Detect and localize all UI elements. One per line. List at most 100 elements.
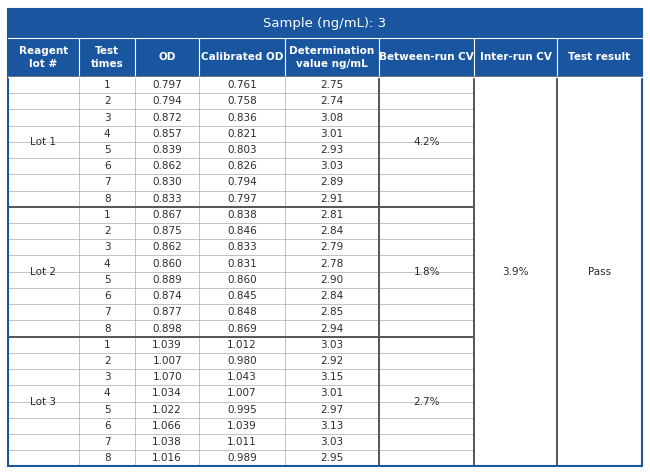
Bar [8, 77, 79, 93]
Bar [379, 401, 474, 418]
Bar [8, 223, 79, 239]
Text: 7: 7 [104, 437, 110, 447]
Bar [474, 207, 557, 223]
Bar [135, 174, 199, 190]
Text: Determination
value ng/mL: Determination value ng/mL [289, 46, 374, 69]
Bar [285, 142, 379, 158]
Text: 0.867: 0.867 [152, 210, 182, 220]
Text: 2: 2 [104, 226, 110, 236]
Text: 1: 1 [104, 210, 110, 220]
Bar [79, 304, 135, 320]
Bar [285, 109, 379, 126]
Bar [8, 401, 79, 418]
Text: 2.91: 2.91 [320, 194, 343, 204]
Bar [379, 223, 474, 239]
Text: 0.838: 0.838 [227, 210, 257, 220]
Bar [285, 38, 379, 77]
Text: 0.846: 0.846 [227, 226, 257, 236]
Bar [557, 369, 642, 385]
Text: 3.03: 3.03 [320, 340, 343, 350]
Bar [199, 385, 285, 401]
Text: 3.13: 3.13 [320, 421, 343, 431]
Bar [135, 223, 199, 239]
Text: 0.833: 0.833 [227, 242, 257, 252]
Text: 0.845: 0.845 [227, 291, 257, 301]
Text: 2.95: 2.95 [320, 453, 343, 463]
Text: 0.826: 0.826 [227, 161, 257, 171]
Bar [557, 93, 642, 109]
Bar [557, 142, 642, 158]
Bar [199, 142, 285, 158]
Bar [199, 337, 285, 353]
Bar [474, 125, 557, 142]
Text: Test
times: Test times [91, 46, 124, 69]
Bar [79, 174, 135, 190]
Bar [199, 38, 285, 77]
Text: 2.84: 2.84 [320, 291, 343, 301]
Bar [557, 77, 642, 466]
Bar [285, 450, 379, 466]
Bar [8, 93, 79, 109]
Bar [8, 320, 79, 337]
Bar [379, 38, 474, 77]
Text: 0.874: 0.874 [152, 291, 182, 301]
Bar [199, 353, 285, 369]
Bar [557, 239, 642, 256]
Bar [79, 38, 135, 77]
Bar [199, 288, 285, 304]
Bar [557, 125, 642, 142]
Text: 1.070: 1.070 [152, 372, 182, 382]
Bar [8, 142, 79, 158]
Bar [557, 337, 642, 353]
Bar [285, 304, 379, 320]
Bar [8, 158, 79, 174]
Bar [474, 256, 557, 272]
Text: 0.872: 0.872 [152, 113, 182, 123]
Bar [79, 288, 135, 304]
Bar [474, 337, 557, 353]
Bar [79, 239, 135, 256]
Bar [79, 93, 135, 109]
Text: 1.016: 1.016 [152, 453, 182, 463]
Bar [379, 369, 474, 385]
Text: 1.034: 1.034 [152, 389, 182, 399]
Bar [135, 142, 199, 158]
Text: 3: 3 [104, 113, 110, 123]
Bar [557, 385, 642, 401]
Bar [557, 190, 642, 207]
Bar [135, 288, 199, 304]
Text: 0.797: 0.797 [227, 194, 257, 204]
Text: 3.9%: 3.9% [502, 266, 529, 277]
Bar [79, 256, 135, 272]
Bar [135, 353, 199, 369]
Bar [199, 320, 285, 337]
Bar [199, 272, 285, 288]
Text: 0.980: 0.980 [227, 356, 257, 366]
Bar [79, 434, 135, 450]
Bar [379, 239, 474, 256]
Bar [199, 109, 285, 126]
Bar [79, 385, 135, 401]
Bar [379, 304, 474, 320]
Bar [474, 142, 557, 158]
Bar [135, 304, 199, 320]
Bar [285, 207, 379, 223]
Text: 0.898: 0.898 [152, 323, 182, 333]
Bar [285, 190, 379, 207]
Bar [135, 190, 199, 207]
Bar [285, 272, 379, 288]
Text: 2.85: 2.85 [320, 307, 343, 317]
Text: 0.839: 0.839 [152, 145, 182, 155]
Bar [379, 256, 474, 272]
Text: 2.79: 2.79 [320, 242, 343, 252]
Text: 1.039: 1.039 [152, 340, 182, 350]
Bar [135, 418, 199, 434]
Text: 0.758: 0.758 [227, 96, 257, 106]
Text: Lot 2: Lot 2 [31, 266, 57, 277]
Bar [199, 434, 285, 450]
Bar [199, 93, 285, 109]
Text: 2.74: 2.74 [320, 96, 343, 106]
Text: 6: 6 [104, 161, 110, 171]
Bar [79, 223, 135, 239]
Text: 8: 8 [104, 323, 110, 333]
